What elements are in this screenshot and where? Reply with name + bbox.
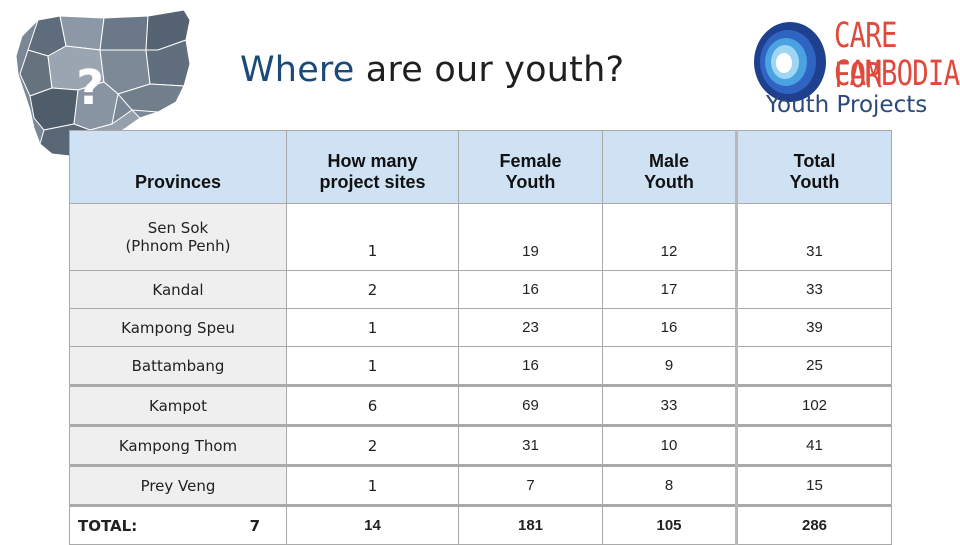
table-header-row: Provinces How many project sites Female … xyxy=(69,130,892,204)
total-label-cell: TOTAL: 7 xyxy=(69,504,287,545)
header-male-youth: Male Youth xyxy=(602,130,737,204)
title-highlight: Where xyxy=(240,50,355,90)
total-youth-count: 25 xyxy=(735,346,892,386)
total-male-youth: 105 xyxy=(602,504,737,545)
total-youth-count: 15 xyxy=(735,464,892,506)
male-youth-count: 12 xyxy=(602,203,737,271)
page-title: Where are our youth? xyxy=(240,46,624,94)
project-sites-count: 1 xyxy=(286,308,459,347)
project-sites-count: 2 xyxy=(286,424,459,466)
total-female-youth: 181 xyxy=(458,504,603,545)
male-youth-count: 10 xyxy=(602,424,737,466)
logo-subtitle: Youth Projects xyxy=(766,92,928,118)
header-female-youth: Female Youth xyxy=(458,130,603,204)
total-total-youth: 286 xyxy=(735,504,892,545)
female-youth-count: 23 xyxy=(458,308,603,347)
female-youth-count: 16 xyxy=(458,270,603,309)
male-youth-count: 17 xyxy=(602,270,737,309)
header-provinces: Provinces xyxy=(69,130,287,204)
youth-by-province-table: Provinces How many project sites Female … xyxy=(69,130,892,545)
male-youth-count: 33 xyxy=(602,384,737,426)
care-for-cambodia-logo: CARE FOR CAMBODIA Youth Projects xyxy=(748,10,960,126)
female-youth-count: 7 xyxy=(458,464,603,506)
province-name: Kampot xyxy=(69,384,287,426)
female-youth-count: 16 xyxy=(458,346,603,386)
table-total-row: TOTAL: 7 14 181 105 286 xyxy=(69,504,892,545)
province-name: Sen Sok (Phnom Penh) xyxy=(69,203,287,271)
project-sites-count: 1 xyxy=(286,346,459,386)
total-youth-count: 102 xyxy=(735,384,892,426)
logo-word-cambodia: CAMBODIA xyxy=(834,54,960,94)
logo-word-care-for: CARE FOR xyxy=(834,16,897,96)
male-youth-count: 9 xyxy=(602,346,737,386)
table-row: Kampong Thom 2 31 10 41 xyxy=(69,424,892,466)
province-name: Kandal xyxy=(69,270,287,309)
total-label: TOTAL: xyxy=(78,516,138,535)
cambodia-map-image: ? xyxy=(8,6,194,160)
project-sites-count: 2 xyxy=(286,270,459,309)
female-youth-count: 31 xyxy=(458,424,603,466)
total-youth-count: 33 xyxy=(735,270,892,309)
header-project-sites: How many project sites xyxy=(286,130,459,204)
project-sites-count: 6 xyxy=(286,384,459,426)
total-project-sites: 14 xyxy=(286,504,459,545)
female-youth-count: 19 xyxy=(458,203,603,271)
cambodia-province-map-icon: ? xyxy=(15,9,191,157)
table-row: Sen Sok (Phnom Penh) 1 19 12 31 xyxy=(69,203,892,271)
total-youth-count: 41 xyxy=(735,424,892,466)
total-youth-count: 31 xyxy=(735,203,892,271)
table-row: Kampong Speu 1 23 16 39 xyxy=(69,308,892,347)
project-sites-count: 1 xyxy=(286,464,459,506)
province-name: Kampong Speu xyxy=(69,308,287,347)
province-name: Prey Veng xyxy=(69,464,287,506)
question-mark: ? xyxy=(76,60,104,116)
male-youth-count: 8 xyxy=(602,464,737,506)
title-rest: are our youth? xyxy=(354,50,625,90)
logo-swirl-icon xyxy=(754,22,826,102)
table-row: Kandal 2 16 17 33 xyxy=(69,270,892,309)
male-youth-count: 16 xyxy=(602,308,737,347)
table-row: Battambang 1 16 9 25 xyxy=(69,346,892,386)
female-youth-count: 69 xyxy=(458,384,603,426)
total-provinces-count: 7 xyxy=(249,516,260,535)
total-youth-count: 39 xyxy=(735,308,892,347)
table-row: Prey Veng 1 7 8 15 xyxy=(69,464,892,506)
province-name: Battambang xyxy=(69,346,287,386)
header-total-youth: Total Youth xyxy=(735,130,892,204)
table-row: Kampot 6 69 33 102 xyxy=(69,384,892,426)
project-sites-count: 1 xyxy=(286,203,459,271)
province-name: Kampong Thom xyxy=(69,424,287,466)
